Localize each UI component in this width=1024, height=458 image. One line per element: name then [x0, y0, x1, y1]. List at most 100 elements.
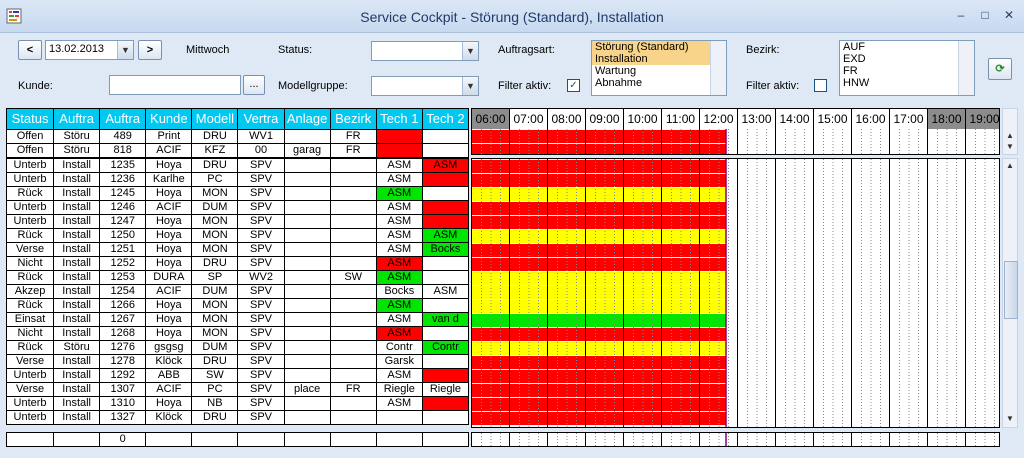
bezirk-option[interactable]: HNW [843, 77, 870, 89]
order-bar[interactable] [472, 314, 726, 327]
table-row[interactable]: Unterb Install 1310 Hoya NB SPV ASM [5, 396, 470, 411]
order-bar[interactable] [472, 384, 726, 397]
scroll-thumb[interactable] [1004, 261, 1018, 319]
maximize-button[interactable]: □ [981, 8, 989, 22]
table-cell: 1252 [99, 256, 147, 271]
order-bar[interactable] [472, 342, 726, 355]
table-cell: Rück [5, 186, 55, 201]
table-row[interactable]: Unterb Install 1327 Klöck DRU SPV [5, 410, 470, 425]
table-row[interactable]: Verse Install 1307 ACIF PC SPV place FR Riegle Ri… [5, 382, 470, 397]
prev-day-button[interactable]: < [18, 40, 42, 60]
chevron-down-icon[interactable]: ▼ [462, 77, 478, 95]
order-bar[interactable] [472, 230, 726, 243]
auftragsart-option[interactable]: Abnahme [595, 77, 643, 89]
table-cell: 1310 [99, 396, 147, 411]
scroll-up-icon[interactable]: ▲ [1006, 161, 1014, 170]
filter-aktiv-checkbox-1[interactable]: ✓ [567, 79, 580, 92]
bezirk-option[interactable]: AUF [843, 41, 865, 53]
table-row[interactable]: Unterb Install 1246 ACIF DUM SPV ASM [5, 200, 470, 215]
auftragsart-option[interactable]: Störung (Standard) [592, 41, 726, 53]
totals-cell [283, 432, 331, 447]
order-bar[interactable] [472, 328, 726, 341]
scroll-up-icon[interactable]: ▲ [1006, 131, 1014, 140]
table-row[interactable]: Rück Install 1250 Hoya MON SPV ASM ASM [5, 228, 470, 243]
table-row[interactable]: Verse Install 1251 Hoya MON SPV ASM Bocks [5, 242, 470, 257]
table-row[interactable]: Nicht Install 1268 Hoya MON SPV ASM [5, 326, 470, 341]
top-scrollbar[interactable]: ▲ ▼ [1002, 108, 1018, 155]
column-header[interactable]: Tech 1 [375, 108, 423, 130]
table-row[interactable]: Nicht Install 1252 Hoya DRU SPV ASM [5, 256, 470, 271]
kunde-input[interactable] [109, 75, 241, 95]
filter-aktiv-checkbox-2[interactable] [814, 79, 827, 92]
table-row[interactable]: Unterb Install 1292 ABB SW SPV ASM [5, 368, 470, 383]
auftragsart-list[interactable]: Störung (Standard) Installation Wartung Abn… [591, 40, 727, 96]
column-header[interactable]: Kunde [145, 108, 193, 130]
table-row[interactable]: Rück Install 1245 Hoya MON SPV ASM [5, 186, 470, 201]
minimize-button[interactable]: – [957, 8, 965, 22]
modellgruppe-select[interactable]: ▼ [371, 76, 479, 96]
order-bar[interactable] [472, 370, 726, 383]
table-row[interactable]: Rück Störu 1276 gsgsg DUM SPV Contr Contr [5, 340, 470, 355]
order-bar[interactable] [472, 412, 726, 425]
order-bar[interactable] [472, 356, 726, 369]
table-row[interactable]: Akzep Install 1254 ACIF DUM SPV Bocks ASM [5, 284, 470, 299]
order-bar[interactable] [472, 130, 726, 143]
auftragsart-option[interactable]: Wartung [595, 65, 637, 77]
column-header[interactable]: Vertra [237, 108, 285, 130]
table-cell: Unterb [5, 158, 55, 173]
chevron-down-icon[interactable]: ▼ [462, 42, 478, 60]
main-scrollbar[interactable]: ▲ ▼ [1002, 158, 1018, 428]
bezirk-list[interactable]: AUF EXD FR HNW [839, 40, 975, 96]
order-bar[interactable] [472, 174, 726, 187]
table-cell: ASM [375, 228, 423, 243]
next-day-button[interactable]: > [138, 40, 162, 60]
date-picker[interactable]: 13.02.2013 ▼ [45, 40, 134, 60]
close-button[interactable]: ✕ [1003, 8, 1015, 22]
table-cell [329, 396, 377, 411]
status-select[interactable]: ▼ [371, 41, 479, 61]
column-header[interactable]: Modell [191, 108, 239, 130]
column-header[interactable]: Auftra [53, 108, 101, 130]
order-bar[interactable] [472, 144, 726, 154]
kunde-browse-button[interactable]: ... [243, 75, 265, 95]
table-row[interactable]: Offen Störu 489 Print DRU WV1 FR [5, 129, 470, 144]
order-bar[interactable] [472, 300, 726, 313]
order-bar[interactable] [472, 188, 726, 201]
bezirk-scrollbar[interactable] [958, 41, 974, 95]
auftragsart-option[interactable]: Installation [592, 53, 726, 65]
refresh-button[interactable]: ⟳ [988, 58, 1012, 80]
table-row[interactable]: Unterb Install 1236 Karlhe PC SPV ASM [5, 172, 470, 187]
chevron-down-icon[interactable]: ▼ [117, 41, 133, 59]
order-bar[interactable] [472, 272, 726, 285]
hour-label: 19:00 [966, 109, 999, 129]
column-header[interactable]: Tech 2 [421, 108, 470, 130]
table-cell [283, 396, 331, 411]
order-bar[interactable] [472, 160, 726, 173]
order-bar[interactable] [472, 244, 726, 257]
column-header[interactable]: Status [5, 108, 55, 130]
table-cell: Nicht [5, 256, 55, 271]
scroll-down-icon[interactable]: ▼ [1006, 142, 1014, 151]
auftragsart-scrollbar[interactable] [710, 41, 726, 95]
bezirk-option[interactable]: FR [843, 65, 858, 77]
table-row[interactable]: Rück Install 1266 Hoya MON SPV ASM [5, 298, 470, 313]
hour-label: 06:00 [472, 109, 510, 129]
table-cell: SPV [237, 382, 285, 397]
table-row[interactable]: Einsat Install 1267 Hoya MON SPV ASM van d [5, 312, 470, 327]
order-bar[interactable] [472, 258, 726, 271]
table-row[interactable]: Unterb Install 1235 Hoya DRU SPV ASM ASM [5, 158, 470, 173]
order-bar[interactable] [472, 398, 726, 411]
bezirk-option[interactable]: EXD [843, 53, 866, 65]
table-row[interactable]: Unterb Install 1247 Hoya MON SPV ASM [5, 214, 470, 229]
order-bar[interactable] [472, 286, 726, 299]
table-row[interactable]: Verse Install 1278 Klöck DRU SPV Garsk [5, 354, 470, 369]
table-row[interactable]: Rück Install 1253 DURA SP WV2 SW ASM [5, 270, 470, 285]
order-bar[interactable] [472, 216, 726, 229]
scroll-down-icon[interactable]: ▼ [1006, 414, 1014, 423]
column-header[interactable]: Bezirk [329, 108, 377, 130]
column-header[interactable]: Auftra [99, 108, 147, 130]
order-bar[interactable] [472, 202, 726, 215]
totals-cell: 0 [99, 432, 147, 447]
column-header[interactable]: Anlage [283, 108, 331, 130]
table-row[interactable]: Offen Störu 818 ACIF KFZ 00 garag FR [5, 143, 470, 158]
